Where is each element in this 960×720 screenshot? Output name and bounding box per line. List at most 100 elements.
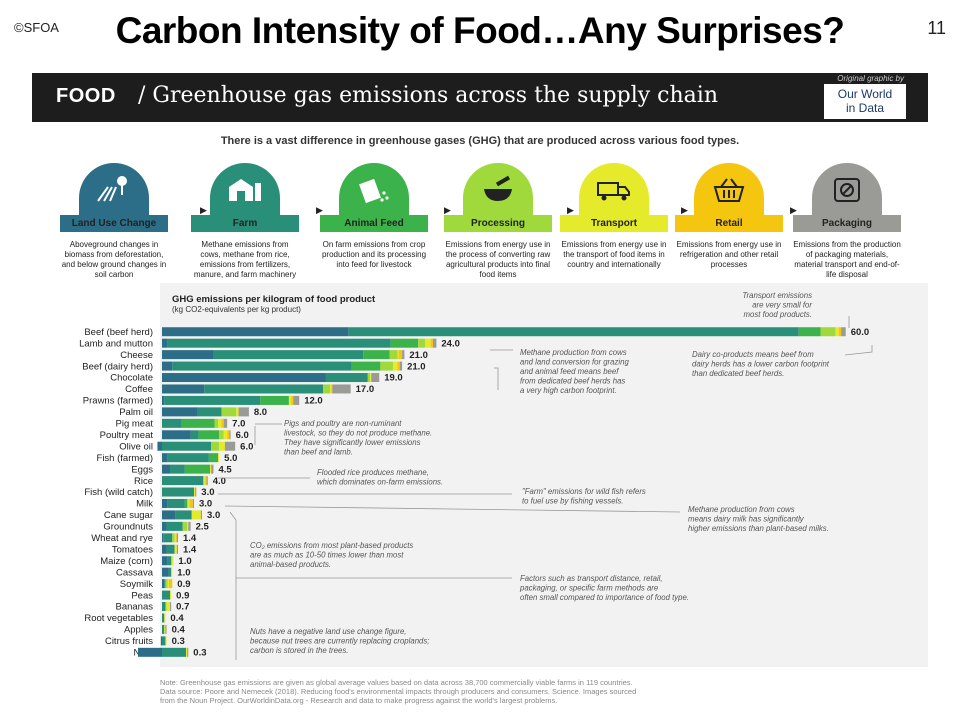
bar-segment-farm xyxy=(162,418,182,428)
total-value-label: 0.3 xyxy=(172,636,185,647)
bar-segment-packaging xyxy=(229,430,231,440)
total-value-label: 7.0 xyxy=(232,419,245,430)
bar-segment-land-use-change xyxy=(157,441,162,451)
bar-segment-land-use-change xyxy=(162,327,349,337)
bar-segment-farm xyxy=(172,361,352,371)
annotation-line: Pigs and poultry are non-ruminant xyxy=(284,419,402,428)
annotation-line: than dedicated beef herds. xyxy=(692,369,784,378)
bar-segment-farm xyxy=(197,407,222,417)
stage-transport: Transport Emissions from energy use in t… xyxy=(560,163,668,270)
footnote-line: Data source: Poore and Nemecek (2018). R… xyxy=(160,687,637,696)
chart-subtitle: (kg CO2-equivalents per kg product) xyxy=(172,305,301,314)
chevron-right-icon: ▶ xyxy=(790,205,797,215)
bar-segment-farm xyxy=(348,327,799,337)
bar-segment-processing xyxy=(221,407,237,417)
land-use-icon xyxy=(79,163,149,215)
bar-segment-transport xyxy=(174,544,177,554)
category-label: Prawns (farmed) xyxy=(83,396,153,407)
total-value-label: 21.0 xyxy=(407,361,426,372)
category-label: Wheat and rye xyxy=(91,533,153,544)
bar-segment-farm xyxy=(170,464,185,474)
bar-segment-processing xyxy=(171,556,173,566)
bar-segment-farm xyxy=(162,441,212,451)
annotation-connector xyxy=(229,511,237,660)
bar-segment-retail xyxy=(331,384,333,394)
total-value-label: 24.0 xyxy=(441,338,460,349)
bar-segment-packaging xyxy=(841,327,846,337)
total-value-label: 1.0 xyxy=(177,567,190,578)
bar-segment-land-use-change xyxy=(162,373,326,383)
total-value-label: 1.0 xyxy=(178,556,191,567)
annotation-line: Flooded rice produces methane, xyxy=(317,468,429,477)
bar-segment-transport xyxy=(288,395,292,405)
total-value-label: 4.0 xyxy=(213,476,226,487)
bar-segment-transport xyxy=(236,407,239,417)
bar-segment-packaging xyxy=(206,476,208,486)
owid-credit: Original graphic by xyxy=(837,74,904,83)
total-value-label: 0.3 xyxy=(193,648,206,659)
bar-segment-animal-feed xyxy=(351,361,381,371)
bar-segment-land-use-change xyxy=(162,533,164,543)
processing-icon xyxy=(463,163,533,215)
bar-segment-farm xyxy=(164,395,261,405)
annotation-plant-based: CO₂ emissions from most plant-based prod… xyxy=(250,541,413,569)
bar-segment-farm xyxy=(162,602,166,612)
bar-segment-transport xyxy=(172,556,174,566)
total-value-label: 60.0 xyxy=(851,327,870,338)
bar-segment-packaging xyxy=(195,487,197,497)
annotation-line: Nuts have a negative land use change fig… xyxy=(250,627,406,636)
chart-title: GHG emissions per kilogram of food produ… xyxy=(172,294,376,305)
animal-feed-icon xyxy=(339,163,409,215)
annotation-line: are as much as 10-50 times lower than mo… xyxy=(250,551,404,560)
bar-segment-farm xyxy=(164,579,166,589)
retail-icon xyxy=(694,163,764,215)
bar-segment-transport xyxy=(170,590,172,600)
category-label: Olive oil xyxy=(119,441,153,452)
annotation-line: Dairy co-products means beef from xyxy=(692,350,814,359)
bar-segment-farm xyxy=(167,338,391,348)
annotation-line: carbon is stored in the trees. xyxy=(250,646,348,655)
total-value-label: 0.4 xyxy=(170,613,184,624)
bar-segment-transport xyxy=(219,441,225,451)
stage-desc: Emissions from energy use in the process… xyxy=(445,240,551,279)
owid-logo: Our World in Data xyxy=(824,84,906,119)
category-label: Apples xyxy=(124,625,153,636)
bar-segment-packaging xyxy=(402,350,405,360)
bar-segment-processing xyxy=(418,338,425,348)
bar-segment-processing xyxy=(323,384,331,394)
annotation-transport: Transport emissions are very small for mos… xyxy=(742,291,812,319)
total-value-label: 6.0 xyxy=(240,441,253,452)
stage-desc: Emissions from energy use in refrigerati… xyxy=(676,240,782,269)
category-label: Palm oil xyxy=(119,407,153,418)
stage-retail: Retail Emissions from energy use in refr… xyxy=(675,163,783,270)
bar-segment-farm xyxy=(162,613,165,623)
annotation-line: packaging, or specific farm methods are xyxy=(519,584,659,593)
category-label: Soymilk xyxy=(120,579,154,590)
category-label: Groundnuts xyxy=(103,522,153,533)
total-value-label: 4.5 xyxy=(218,464,232,475)
annotation-line: Factors such as transport distance, reta… xyxy=(520,574,663,583)
category-label: Pig meat xyxy=(116,419,154,430)
stage-desc: Methane emissions from cows, methane fro… xyxy=(193,240,297,279)
annotation-line: Methane production from cows xyxy=(520,348,627,357)
bar-segment-packaging xyxy=(293,395,300,405)
annotation-line: dairy herds has a lower carbon footprint xyxy=(692,360,830,369)
footnote-line: Note: Greenhouse gas emissions are given… xyxy=(160,678,633,687)
bar-segment-processing xyxy=(367,373,371,383)
bar-segment-packaging xyxy=(192,498,195,508)
category-label: Lamb and mutton xyxy=(79,338,153,349)
category-label: Beef (dairy herd) xyxy=(82,361,153,372)
bar-segment-land-use-change xyxy=(162,556,168,566)
bar-segment-packaging xyxy=(224,441,236,451)
total-value-label: 1.4 xyxy=(183,544,197,555)
annotation-line: "Farm" emissions for wild fish refers xyxy=(522,487,646,496)
infographic-banner: FOOD / Greenhouse gas emissions across t… xyxy=(32,73,928,122)
annotation-connector xyxy=(224,505,681,513)
bar-segment-transport xyxy=(194,487,196,497)
annotation-line: to fuel use by fishing vessels. xyxy=(522,497,623,506)
bar-segment-transport xyxy=(164,624,166,634)
annotation-line: They have significantly lower emissions xyxy=(284,438,421,447)
annotation-line: animal-based products. xyxy=(250,560,331,569)
category-label: Poultry meat xyxy=(100,430,154,441)
annotation-line: a very high carbon footprint. xyxy=(520,386,617,395)
